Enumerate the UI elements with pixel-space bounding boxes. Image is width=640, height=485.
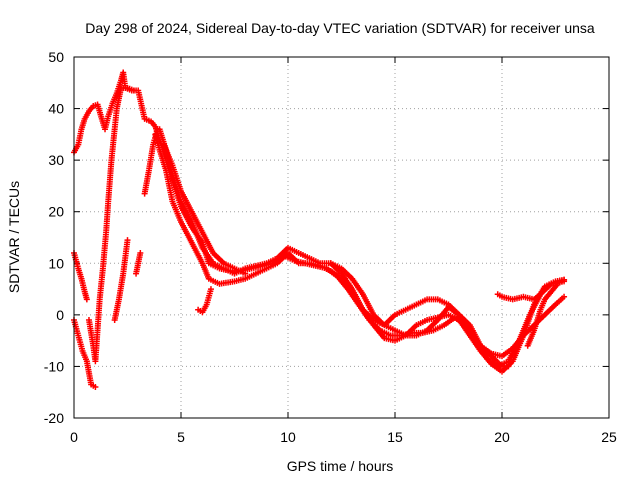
data-point <box>537 291 544 298</box>
y-tick-label: 10 <box>48 255 64 271</box>
series-track-3 <box>71 317 99 391</box>
series-track-6 <box>133 249 144 277</box>
x-axis-label: GPS time / hours <box>287 458 394 474</box>
data-points <box>71 69 568 391</box>
data-point <box>130 87 137 94</box>
data-point <box>137 249 144 256</box>
series-track-12 <box>327 260 568 360</box>
series-track-11 <box>195 286 214 316</box>
gridlines <box>74 57 609 418</box>
y-tick-label: -10 <box>44 358 64 374</box>
series-track-5 <box>111 237 131 324</box>
plot-frame <box>73 56 610 419</box>
y-tick-label: -20 <box>44 410 64 426</box>
x-tick-label: 10 <box>280 429 296 445</box>
data-point <box>207 286 214 293</box>
data-point <box>561 293 568 300</box>
chart-title: Day 298 of 2024, Sidereal Day-to-day VTE… <box>85 20 595 36</box>
data-point <box>83 296 90 303</box>
series-track-14 <box>524 276 568 349</box>
data-point <box>505 363 512 370</box>
x-tick-label: 20 <box>494 429 510 445</box>
y-tick-label: 50 <box>48 49 64 65</box>
series-track-10 <box>160 141 249 277</box>
data-point <box>92 384 99 391</box>
y-tick-label: 20 <box>48 204 64 220</box>
series-track-1 <box>71 69 568 370</box>
y-tick-label: 40 <box>48 101 64 117</box>
series-track-4 <box>85 84 137 365</box>
data-point <box>124 237 131 244</box>
data-point <box>242 270 249 277</box>
x-tick-label: 25 <box>601 429 617 445</box>
x-tick-label: 5 <box>177 429 185 445</box>
y-axis-label: SDTVAR / TECUs <box>6 181 22 293</box>
data-point <box>561 276 568 283</box>
x-tick-label: 0 <box>70 429 78 445</box>
y-tick-label: 30 <box>48 152 64 168</box>
x-tick-label: 15 <box>387 429 403 445</box>
axis-ticks: 0 5 10 15 20 25 -20 -10 0 10 20 30 40 50 <box>44 49 617 445</box>
series-track-13 <box>494 291 544 303</box>
y-tick-label: 0 <box>56 307 64 323</box>
